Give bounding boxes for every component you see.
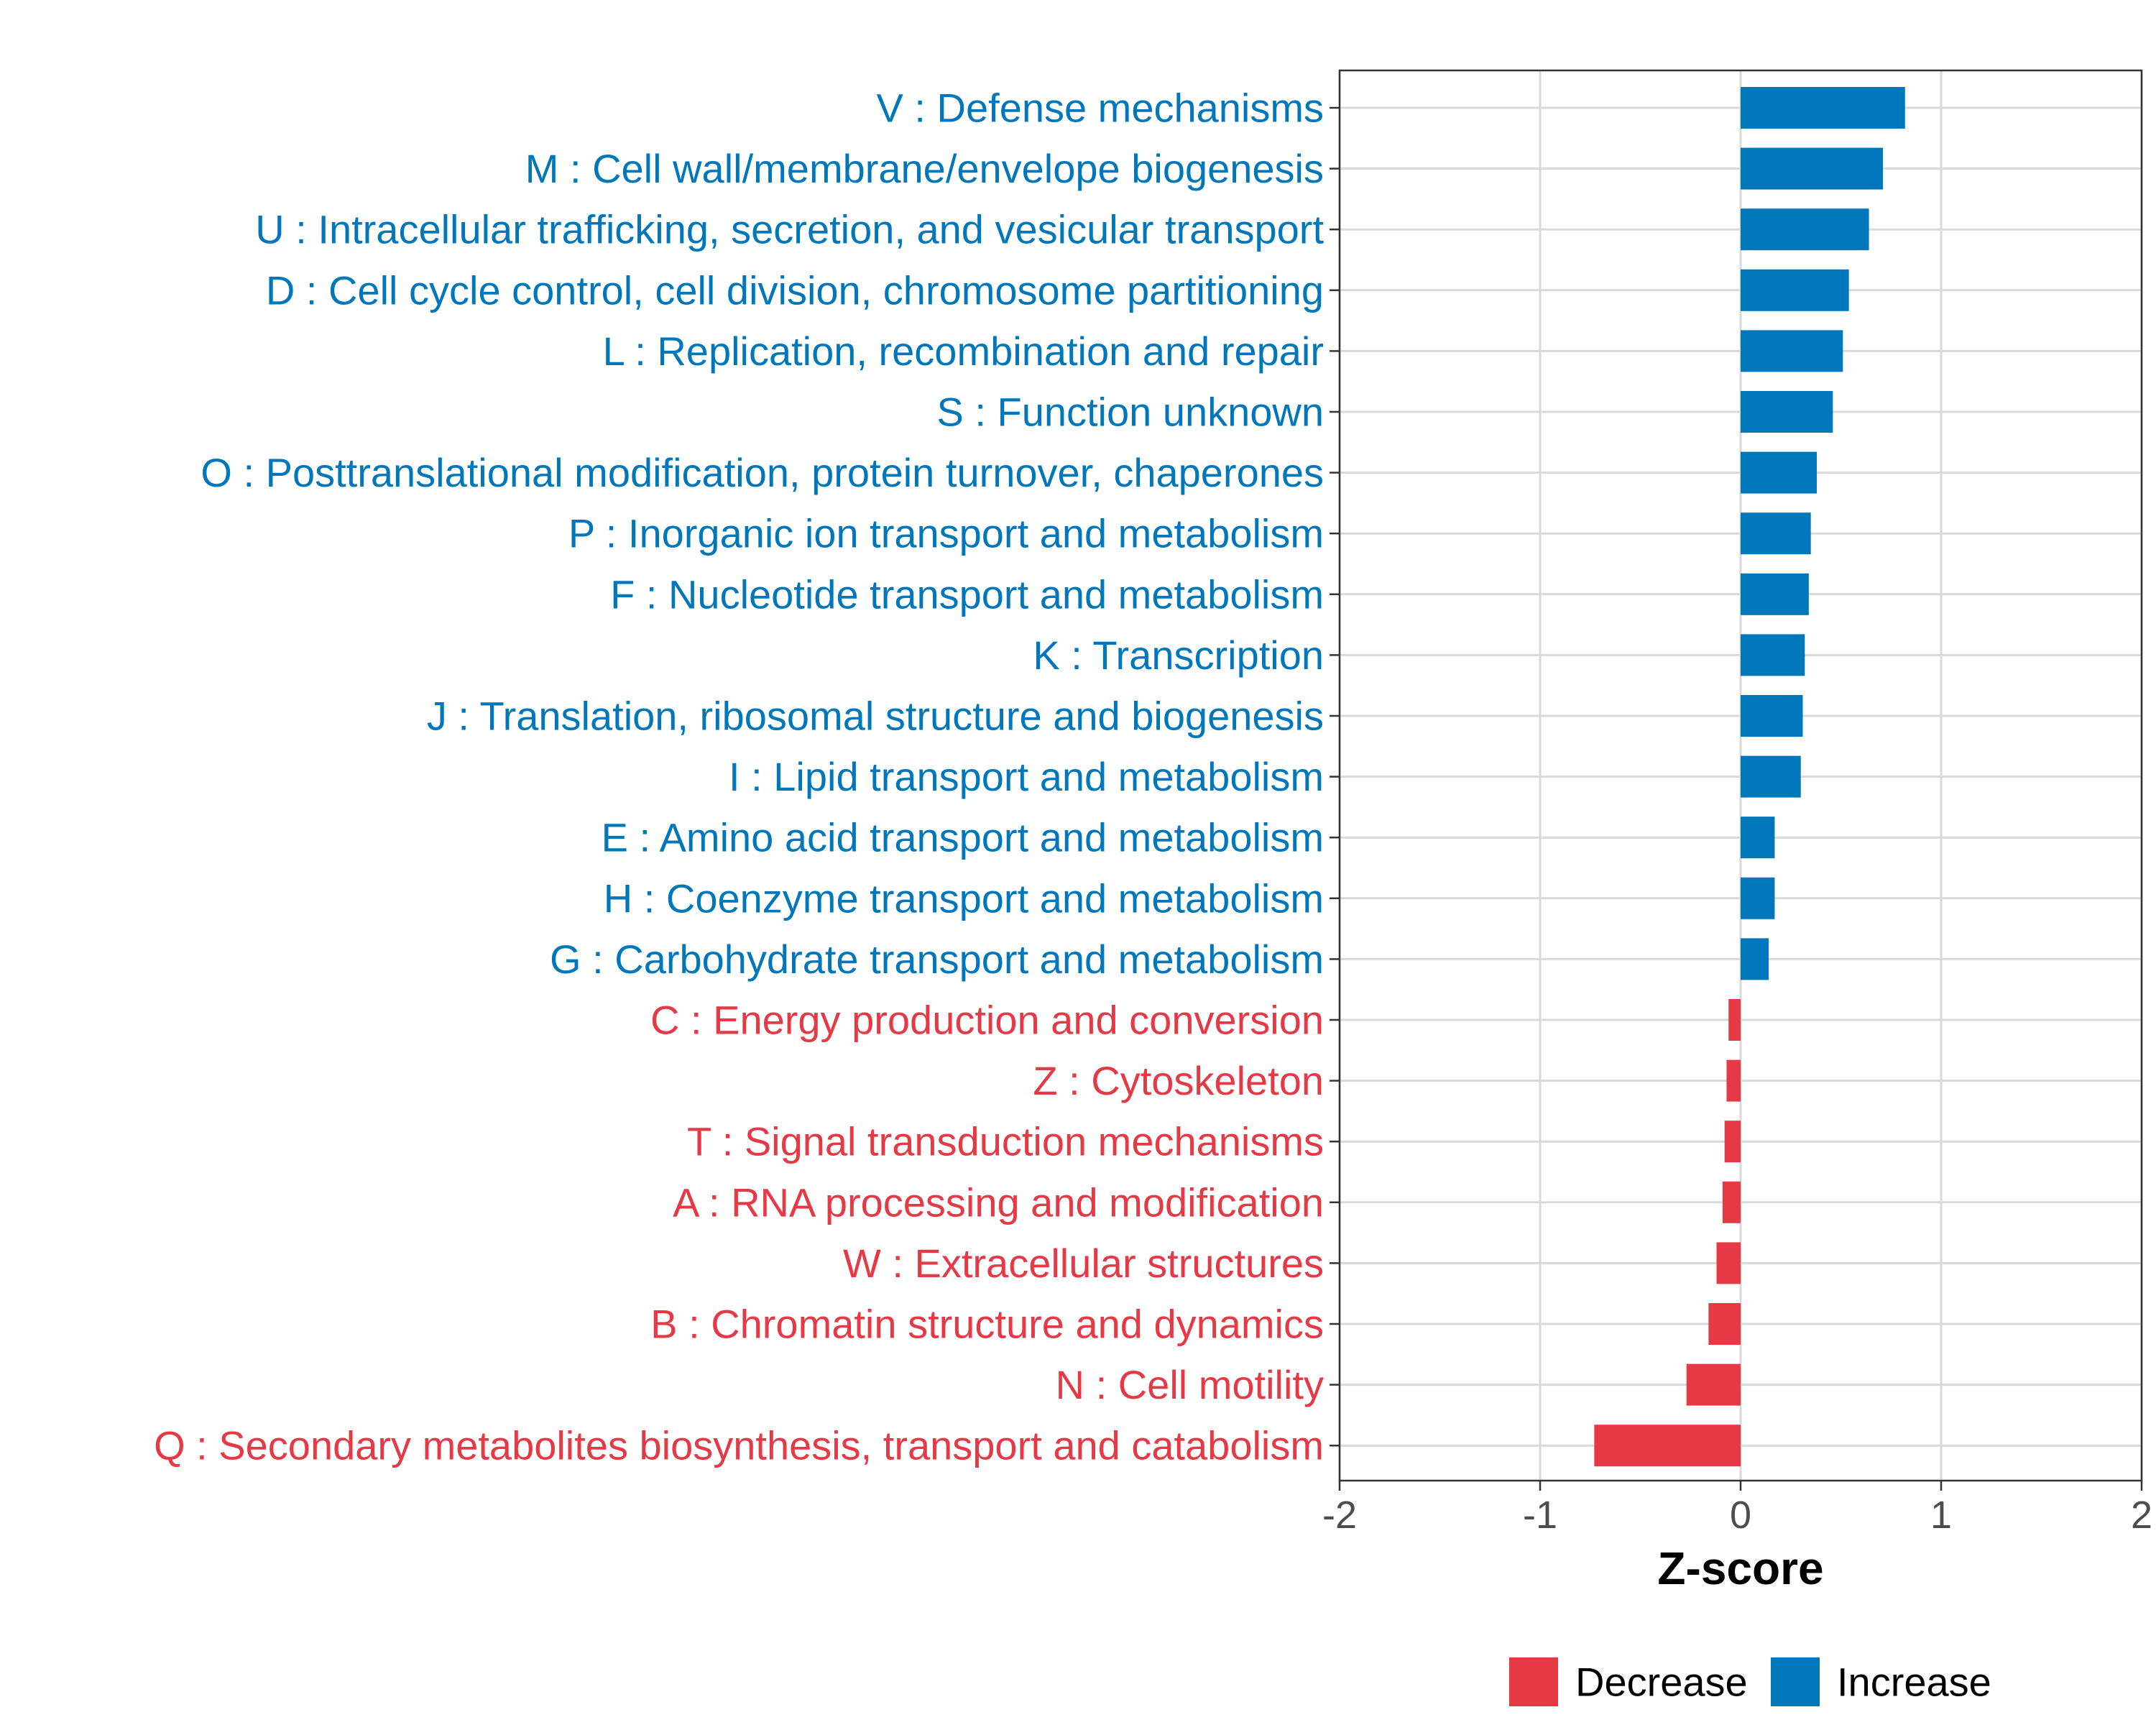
bar — [1708, 1303, 1741, 1345]
category-label: J : Translation, ribosomal structure and… — [427, 694, 1324, 739]
category-label: D : Cell cycle control, cell division, c… — [266, 267, 1324, 313]
category-label: H : Coenzyme transport and metabolism — [604, 875, 1324, 921]
bar — [1741, 634, 1805, 676]
bar — [1728, 999, 1741, 1041]
legend-label-decrease: Decrease — [1575, 1660, 1748, 1705]
legend-swatch-increase — [1771, 1657, 1820, 1706]
bar — [1741, 147, 1884, 190]
bar — [1741, 755, 1801, 798]
category-label: L : Replication, recombination and repai… — [603, 328, 1324, 374]
bar — [1741, 573, 1809, 615]
x-tick-label: -1 — [1523, 1494, 1557, 1537]
x-axis-ticks: -2 -1 0 1 2 — [1322, 1481, 2152, 1537]
category-label: W : Extracellular structures — [843, 1241, 1324, 1286]
category-label: O : Posttranslational modification, prot… — [201, 450, 1324, 495]
category-label: C : Energy production and conversion — [650, 998, 1324, 1043]
category-label: V : Defense mechanisms — [877, 86, 1324, 131]
bar — [1741, 208, 1869, 251]
bar — [1741, 269, 1849, 311]
bar — [1741, 391, 1833, 433]
category-label: Z : Cytoskeleton — [1033, 1058, 1324, 1103]
category-label: I : Lipid transport and metabolism — [729, 754, 1324, 799]
category-label: A : RNA processing and modification — [673, 1179, 1324, 1225]
category-label: S : Function unknown — [936, 390, 1324, 435]
category-label: G : Carbohydrate transport and metabolis… — [550, 937, 1324, 982]
category-label: F : Nucleotide transport and metabolism — [610, 571, 1324, 617]
category-label: U : Intracellular trafficking, secretion… — [255, 207, 1324, 252]
bar — [1741, 87, 1905, 129]
x-tick-label: 0 — [1730, 1494, 1751, 1537]
category-label: E : Amino acid transport and metabolism — [602, 815, 1324, 860]
category-labels: V : Defense mechanisms M : Cell wall/memb… — [154, 86, 1324, 1468]
category-label: T : Signal transduction mechanisms — [687, 1119, 1324, 1164]
category-label: M : Cell wall/membrane/envelope biogenes… — [525, 146, 1324, 191]
bar — [1741, 451, 1818, 494]
bar — [1594, 1425, 1741, 1467]
x-axis-title: Z-score — [1657, 1542, 1823, 1594]
legend: Decrease Increase — [1509, 1657, 1991, 1706]
x-tick-label: -2 — [1322, 1494, 1357, 1537]
x-tick-label: 1 — [1930, 1494, 1952, 1537]
x-tick-label: 2 — [2131, 1494, 2152, 1537]
legend-swatch-decrease — [1509, 1657, 1558, 1706]
y-axis-ticks — [1330, 106, 1340, 1447]
bar — [1724, 1121, 1741, 1163]
bar — [1741, 512, 1811, 555]
bar — [1741, 877, 1775, 919]
category-label: N : Cell motility — [1056, 1362, 1324, 1407]
bar — [1741, 330, 1843, 372]
category-label: P : Inorganic ion transport and metaboli… — [568, 511, 1324, 556]
category-label: Q : Secondary metabolites biosynthesis, … — [154, 1423, 1324, 1468]
bar — [1741, 938, 1769, 980]
legend-label-increase: Increase — [1837, 1660, 1991, 1705]
bars — [1594, 87, 1905, 1467]
bar — [1741, 695, 1803, 737]
bar — [1722, 1181, 1741, 1223]
category-label: K : Transcription — [1033, 632, 1324, 678]
bar — [1686, 1363, 1741, 1406]
category-label: B : Chromatin structure and dynamics — [650, 1302, 1324, 1347]
bar — [1716, 1242, 1741, 1284]
bar — [1741, 816, 1775, 859]
bar — [1726, 1059, 1741, 1102]
